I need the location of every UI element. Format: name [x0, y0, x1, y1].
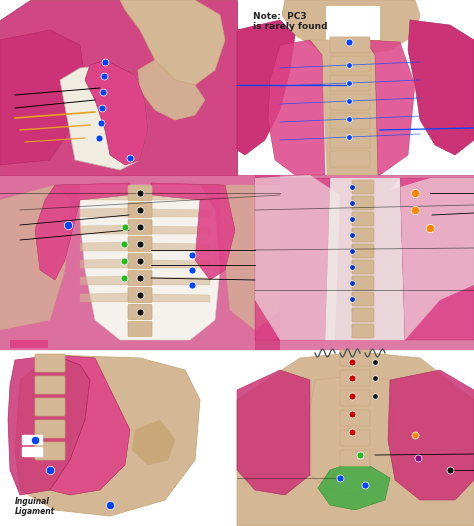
Polygon shape — [220, 185, 280, 330]
Text: Note:  PC3
is rarely found: Note: PC3 is rarely found — [253, 12, 328, 32]
FancyBboxPatch shape — [330, 151, 370, 167]
FancyBboxPatch shape — [35, 398, 65, 416]
FancyBboxPatch shape — [340, 430, 370, 446]
Polygon shape — [305, 375, 395, 495]
Text: Inguinal
Ligament: Inguinal Ligament — [15, 497, 55, 516]
FancyBboxPatch shape — [352, 308, 374, 322]
Polygon shape — [255, 175, 474, 350]
Polygon shape — [237, 352, 474, 526]
Polygon shape — [80, 225, 129, 234]
FancyBboxPatch shape — [340, 390, 370, 406]
Polygon shape — [138, 60, 205, 120]
FancyBboxPatch shape — [352, 244, 374, 258]
FancyBboxPatch shape — [128, 305, 152, 319]
FancyBboxPatch shape — [35, 442, 65, 460]
Polygon shape — [237, 370, 310, 495]
FancyBboxPatch shape — [330, 37, 370, 53]
Polygon shape — [120, 0, 225, 85]
FancyBboxPatch shape — [352, 212, 374, 226]
Polygon shape — [255, 178, 330, 340]
Polygon shape — [151, 243, 210, 251]
Polygon shape — [388, 370, 474, 500]
Bar — [10, 340, 48, 348]
FancyBboxPatch shape — [128, 288, 152, 302]
Polygon shape — [80, 276, 129, 285]
Polygon shape — [390, 178, 474, 340]
Polygon shape — [80, 185, 220, 340]
Polygon shape — [151, 192, 210, 200]
FancyBboxPatch shape — [128, 203, 152, 217]
Polygon shape — [80, 208, 129, 217]
Polygon shape — [237, 350, 474, 526]
Polygon shape — [151, 260, 210, 268]
Polygon shape — [151, 209, 210, 217]
Polygon shape — [151, 226, 210, 234]
Polygon shape — [151, 277, 210, 285]
Bar — [22, 447, 42, 456]
FancyBboxPatch shape — [330, 75, 370, 91]
FancyBboxPatch shape — [352, 196, 374, 210]
FancyBboxPatch shape — [352, 324, 374, 338]
FancyBboxPatch shape — [352, 260, 374, 274]
Polygon shape — [255, 175, 340, 340]
FancyBboxPatch shape — [340, 370, 370, 386]
Polygon shape — [318, 460, 390, 510]
FancyBboxPatch shape — [340, 350, 370, 366]
Polygon shape — [400, 178, 474, 340]
FancyBboxPatch shape — [330, 56, 370, 72]
Polygon shape — [408, 20, 474, 155]
FancyBboxPatch shape — [128, 270, 152, 286]
Polygon shape — [80, 191, 129, 200]
Polygon shape — [268, 40, 325, 175]
FancyBboxPatch shape — [352, 180, 374, 194]
Polygon shape — [8, 355, 90, 495]
Polygon shape — [50, 355, 130, 495]
Polygon shape — [80, 242, 129, 251]
Polygon shape — [0, 0, 237, 175]
FancyBboxPatch shape — [352, 276, 374, 290]
Polygon shape — [310, 40, 378, 175]
FancyBboxPatch shape — [128, 237, 152, 251]
Polygon shape — [15, 355, 200, 516]
Polygon shape — [237, 0, 474, 175]
Polygon shape — [80, 259, 129, 268]
Polygon shape — [151, 294, 210, 302]
Polygon shape — [0, 350, 237, 526]
FancyBboxPatch shape — [128, 321, 152, 337]
FancyBboxPatch shape — [330, 94, 370, 110]
Polygon shape — [132, 420, 175, 465]
FancyBboxPatch shape — [128, 254, 152, 268]
FancyBboxPatch shape — [35, 420, 65, 438]
Polygon shape — [85, 60, 148, 165]
Polygon shape — [282, 0, 420, 55]
Polygon shape — [35, 183, 130, 280]
Polygon shape — [255, 175, 474, 350]
Polygon shape — [80, 293, 129, 302]
Polygon shape — [0, 185, 70, 330]
Polygon shape — [60, 65, 148, 170]
Polygon shape — [0, 175, 280, 350]
FancyBboxPatch shape — [340, 410, 370, 426]
Polygon shape — [237, 20, 295, 155]
Polygon shape — [365, 40, 415, 175]
FancyBboxPatch shape — [35, 376, 65, 394]
FancyBboxPatch shape — [330, 113, 370, 129]
FancyBboxPatch shape — [330, 132, 370, 148]
FancyBboxPatch shape — [128, 186, 152, 200]
Polygon shape — [325, 178, 405, 340]
FancyBboxPatch shape — [352, 228, 374, 242]
FancyBboxPatch shape — [352, 292, 374, 306]
Polygon shape — [0, 30, 85, 165]
Polygon shape — [151, 183, 235, 280]
FancyBboxPatch shape — [35, 354, 65, 372]
Bar — [22, 435, 42, 444]
FancyBboxPatch shape — [128, 219, 152, 235]
Bar — [325, 5, 380, 40]
FancyBboxPatch shape — [340, 450, 370, 466]
Polygon shape — [0, 175, 280, 350]
Polygon shape — [0, 0, 237, 175]
